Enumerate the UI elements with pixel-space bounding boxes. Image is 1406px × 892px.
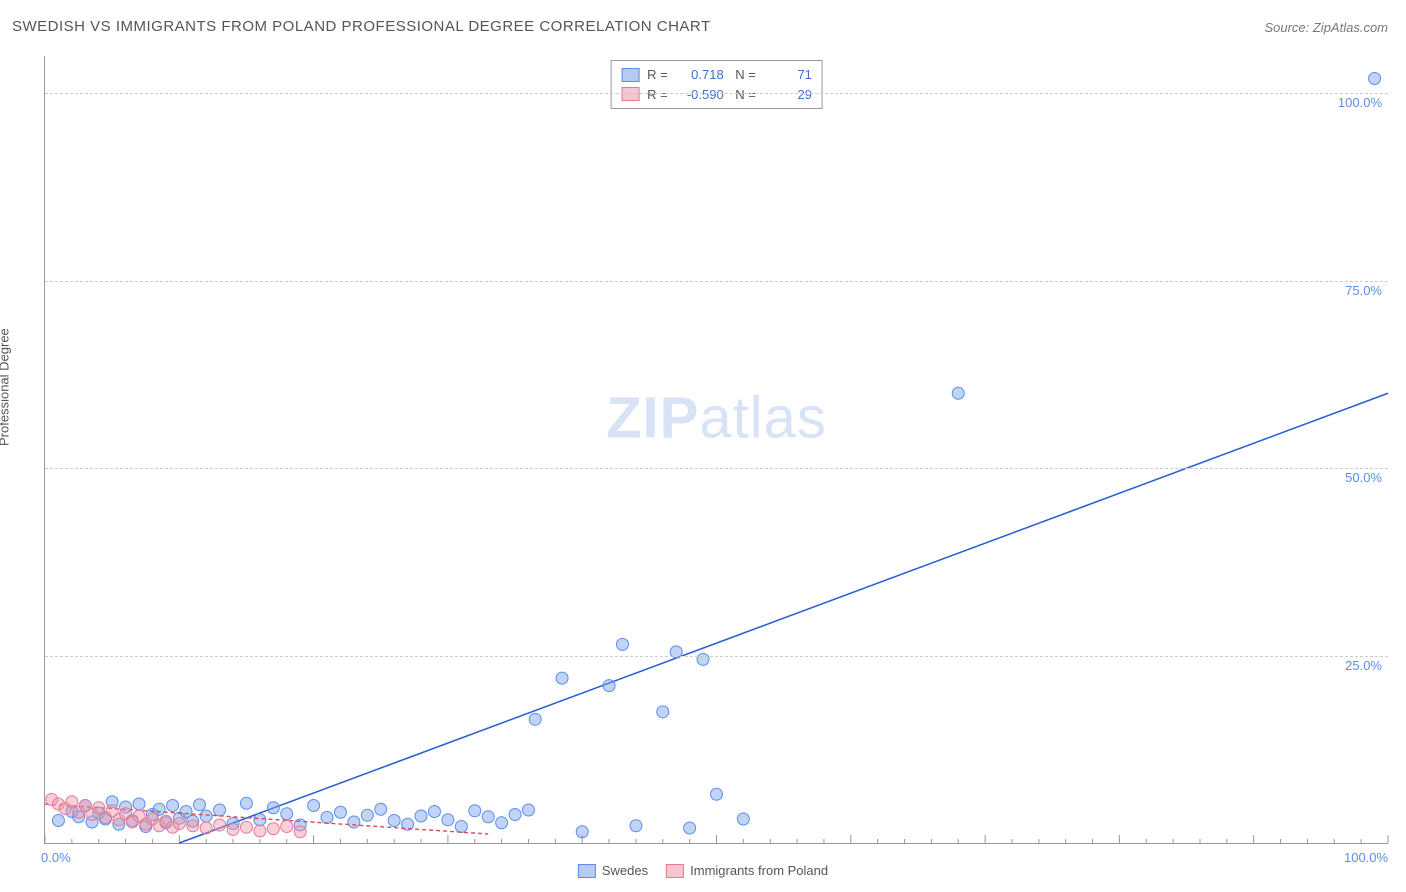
legend-item-swedes: Swedes bbox=[578, 863, 648, 878]
y-axis-label: Professional Degree bbox=[0, 328, 12, 446]
bottom-legend: Swedes Immigrants from Poland bbox=[578, 863, 828, 878]
legend-label-swedes: Swedes bbox=[602, 863, 648, 878]
legend-label-poland: Immigrants from Poland bbox=[690, 863, 828, 878]
chart-svg bbox=[45, 56, 1388, 843]
legend-swatch-swedes bbox=[578, 864, 596, 878]
gridline bbox=[45, 93, 1388, 94]
plot-area: ZIPatlas R = 0.718 N = 71 R = -0.590 N =… bbox=[44, 56, 1388, 844]
x-tick-label: 0.0% bbox=[41, 850, 71, 865]
source-attribution: Source: ZipAtlas.com bbox=[1264, 20, 1388, 35]
y-tick-label: 50.0% bbox=[1345, 470, 1382, 485]
gridline bbox=[45, 656, 1388, 657]
legend-item-poland: Immigrants from Poland bbox=[666, 863, 828, 878]
y-tick-label: 25.0% bbox=[1345, 658, 1382, 673]
gridline bbox=[45, 281, 1388, 282]
legend-swatch-poland bbox=[666, 864, 684, 878]
x-tick-label: 100.0% bbox=[1344, 850, 1388, 865]
chart-title: SWEDISH VS IMMIGRANTS FROM POLAND PROFES… bbox=[12, 18, 711, 35]
y-tick-label: 75.0% bbox=[1345, 283, 1382, 298]
gridline bbox=[45, 468, 1388, 469]
y-tick-label: 100.0% bbox=[1338, 95, 1382, 110]
